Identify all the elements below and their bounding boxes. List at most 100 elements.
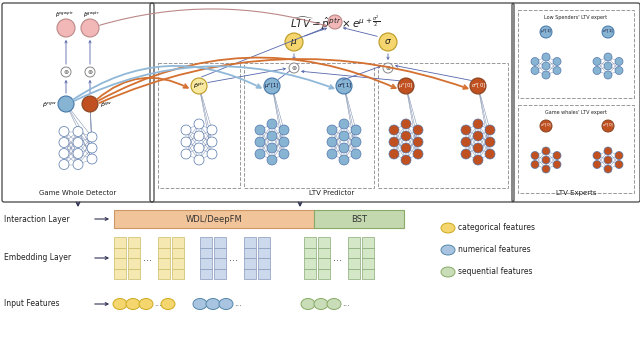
FancyArrowPatch shape bbox=[100, 9, 326, 26]
Bar bbox=[362, 237, 374, 247]
Bar bbox=[362, 247, 374, 258]
Circle shape bbox=[540, 26, 552, 38]
Ellipse shape bbox=[441, 245, 455, 255]
Bar bbox=[200, 247, 212, 258]
Circle shape bbox=[279, 125, 289, 135]
Bar bbox=[318, 258, 330, 268]
Bar bbox=[518, 10, 634, 98]
Bar bbox=[258, 237, 270, 247]
Circle shape bbox=[207, 125, 217, 135]
Bar bbox=[172, 258, 184, 268]
Circle shape bbox=[339, 131, 349, 141]
Circle shape bbox=[401, 131, 411, 141]
Text: categorical features: categorical features bbox=[458, 223, 535, 233]
Circle shape bbox=[255, 125, 265, 135]
Circle shape bbox=[470, 78, 486, 94]
Text: $\hat{p}^{ngwptr}$: $\hat{p}^{ngwptr}$ bbox=[55, 10, 75, 20]
Circle shape bbox=[87, 132, 97, 142]
Circle shape bbox=[593, 57, 601, 66]
Circle shape bbox=[264, 78, 280, 94]
Circle shape bbox=[398, 78, 414, 94]
Circle shape bbox=[401, 155, 411, 165]
Bar bbox=[114, 210, 314, 228]
Ellipse shape bbox=[314, 298, 328, 310]
Circle shape bbox=[267, 119, 277, 129]
Bar bbox=[258, 268, 270, 279]
Circle shape bbox=[531, 67, 539, 74]
Circle shape bbox=[604, 71, 612, 79]
FancyArrowPatch shape bbox=[100, 59, 467, 103]
Circle shape bbox=[473, 143, 483, 153]
Circle shape bbox=[327, 149, 337, 159]
Circle shape bbox=[336, 78, 352, 94]
Circle shape bbox=[553, 57, 561, 66]
Bar bbox=[200, 237, 212, 247]
Text: $\hat{p}^{gw}$: $\hat{p}^{gw}$ bbox=[100, 100, 112, 110]
Circle shape bbox=[473, 155, 483, 165]
Circle shape bbox=[531, 151, 539, 160]
Bar bbox=[244, 258, 256, 268]
Text: ...: ... bbox=[333, 253, 342, 263]
Circle shape bbox=[181, 137, 191, 147]
Circle shape bbox=[461, 149, 471, 159]
Text: Game Whole Detector: Game Whole Detector bbox=[40, 190, 116, 196]
Circle shape bbox=[327, 125, 337, 135]
Bar bbox=[214, 258, 226, 268]
Circle shape bbox=[602, 26, 614, 38]
Bar bbox=[158, 247, 170, 258]
Bar bbox=[214, 237, 226, 247]
Circle shape bbox=[542, 147, 550, 155]
Circle shape bbox=[327, 137, 337, 147]
Text: Game whales' LTV expert: Game whales' LTV expert bbox=[545, 110, 607, 115]
Circle shape bbox=[87, 154, 97, 164]
Circle shape bbox=[553, 151, 561, 160]
Text: $\otimes$: $\otimes$ bbox=[63, 68, 69, 76]
Circle shape bbox=[289, 63, 299, 73]
Text: Interaction Layer: Interaction Layer bbox=[4, 215, 70, 223]
Text: $\sigma^e[1]$: $\sigma^e[1]$ bbox=[337, 82, 351, 90]
Bar bbox=[128, 237, 140, 247]
Circle shape bbox=[339, 155, 349, 165]
Circle shape bbox=[207, 137, 217, 147]
Bar bbox=[348, 268, 360, 279]
Bar bbox=[158, 63, 240, 188]
Text: $\widehat{LTV} = \hat{p}^{ptr} \times e^{\mu + \frac{\sigma^2}{2}}$: $\widehat{LTV} = \hat{p}^{ptr} \times e^… bbox=[290, 13, 380, 32]
Circle shape bbox=[279, 137, 289, 147]
Text: Low Spenders' LTV expert: Low Spenders' LTV expert bbox=[545, 15, 607, 20]
Bar bbox=[128, 258, 140, 268]
Bar bbox=[114, 247, 126, 258]
Circle shape bbox=[255, 137, 265, 147]
Ellipse shape bbox=[327, 298, 341, 310]
Text: ...: ... bbox=[143, 253, 152, 263]
Ellipse shape bbox=[126, 298, 140, 310]
Bar bbox=[362, 268, 374, 279]
Bar bbox=[158, 258, 170, 268]
Circle shape bbox=[485, 137, 495, 147]
Bar bbox=[244, 268, 256, 279]
Bar bbox=[214, 247, 226, 258]
FancyArrowPatch shape bbox=[97, 78, 188, 99]
Circle shape bbox=[267, 131, 277, 141]
Text: $\hat{p}^{ptr}$: $\hat{p}^{ptr}$ bbox=[193, 81, 205, 91]
Text: $\sigma^e[0]$: $\sigma^e[0]$ bbox=[470, 82, 486, 90]
Bar bbox=[348, 247, 360, 258]
Ellipse shape bbox=[441, 267, 455, 277]
Bar bbox=[244, 237, 256, 247]
Text: Input Features: Input Features bbox=[4, 299, 60, 309]
Circle shape bbox=[593, 151, 601, 160]
Bar bbox=[314, 210, 404, 228]
Circle shape bbox=[593, 161, 601, 169]
Bar bbox=[214, 268, 226, 279]
Text: Embedding Layer: Embedding Layer bbox=[4, 254, 71, 263]
Circle shape bbox=[542, 156, 550, 164]
Text: $\otimes$: $\otimes$ bbox=[385, 64, 391, 72]
Text: ...: ... bbox=[230, 253, 239, 263]
Circle shape bbox=[351, 125, 361, 135]
Bar bbox=[304, 247, 316, 258]
Circle shape bbox=[255, 149, 265, 159]
Text: $\otimes$: $\otimes$ bbox=[86, 68, 93, 76]
Circle shape bbox=[485, 125, 495, 135]
Bar bbox=[318, 247, 330, 258]
Circle shape bbox=[604, 165, 612, 173]
Circle shape bbox=[615, 67, 623, 74]
